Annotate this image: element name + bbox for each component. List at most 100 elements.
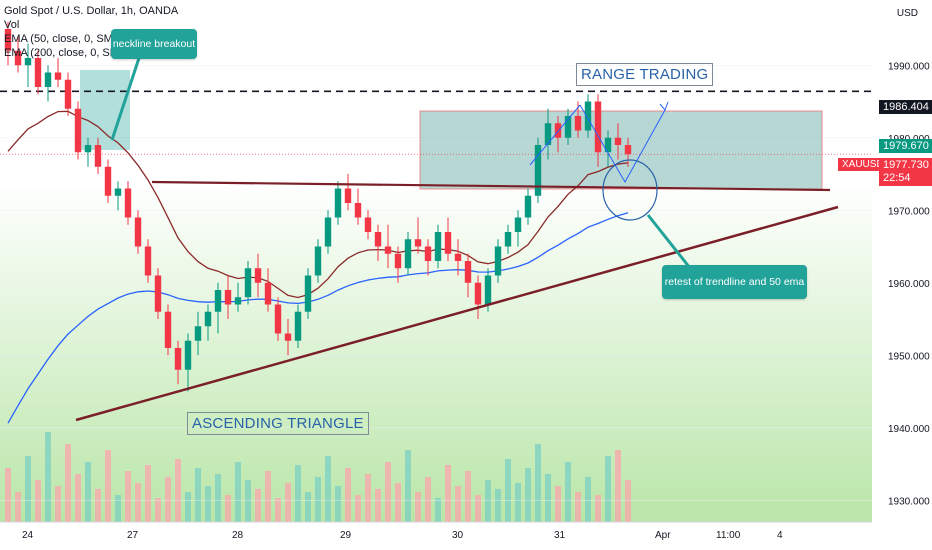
candle-body xyxy=(224,290,232,305)
candle-body xyxy=(164,311,172,348)
volume-bar xyxy=(475,495,481,522)
volume-bar xyxy=(225,495,231,522)
volume-bar xyxy=(355,495,361,522)
volume-bar xyxy=(275,498,281,522)
dashed-level-tag: 1986.404 xyxy=(879,100,932,114)
candle-body xyxy=(494,246,502,276)
volume-bar xyxy=(205,486,211,522)
legend-symbol[interactable]: Gold Spot / U.S. Dollar, 1h, OANDA xyxy=(4,5,179,17)
candle-body xyxy=(604,137,612,153)
candle-body xyxy=(524,195,532,218)
chart-legend: Gold Spot / U.S. Dollar, 1h, OANDA Vol E… xyxy=(4,4,178,60)
candle-body xyxy=(254,268,262,283)
volume-bar xyxy=(585,477,591,522)
legend-ema50[interactable]: EMA (50, close, 0, SMA, 5) xyxy=(4,33,137,45)
volume-bar xyxy=(525,468,531,522)
volume-bar xyxy=(365,474,371,522)
volume-bar xyxy=(615,450,621,522)
symbol-tag: XAUUSD xyxy=(838,158,888,171)
volume-bar xyxy=(75,474,81,522)
candle-body xyxy=(364,217,372,232)
candle-body xyxy=(104,166,112,196)
candle-body xyxy=(284,333,292,341)
candle-body xyxy=(574,116,582,131)
candle-body xyxy=(534,145,542,196)
retest-callout[interactable]: retest of trendline and 50 ema xyxy=(662,265,807,299)
candle-body xyxy=(334,188,342,218)
candle-body xyxy=(384,246,392,254)
candle-body xyxy=(584,101,592,131)
volume-bar xyxy=(375,489,381,522)
ascending-trendline xyxy=(75,205,839,422)
candle-body xyxy=(614,137,622,145)
candle-body xyxy=(424,246,432,261)
volume-bar xyxy=(605,456,611,522)
volume-bar xyxy=(95,489,101,522)
candle-body xyxy=(394,253,402,269)
volume-bar xyxy=(295,465,301,522)
candle-body xyxy=(624,145,632,155)
candle-body xyxy=(234,297,242,305)
candle-body xyxy=(464,261,472,283)
x-tick-label: 4 xyxy=(777,530,783,541)
projection-path xyxy=(579,104,666,184)
volume-bar xyxy=(345,468,351,522)
volume-bar xyxy=(15,492,21,522)
range-box xyxy=(419,110,823,190)
volume-bar xyxy=(35,480,41,522)
legend-ema200[interactable]: EMA (200, close, 0, SMA, 5) xyxy=(4,47,143,59)
volume-bar xyxy=(55,486,61,522)
volume-bar xyxy=(185,492,191,522)
volume-bar xyxy=(625,480,631,522)
candle-body xyxy=(264,282,272,305)
volume-bar xyxy=(165,477,171,522)
candle-body xyxy=(554,123,562,138)
candle-body xyxy=(134,217,142,247)
candle-body xyxy=(474,282,482,305)
volume-bar xyxy=(485,480,491,522)
candle-body xyxy=(354,203,362,218)
volume-bar xyxy=(435,498,441,522)
candle-body xyxy=(594,101,602,153)
candle-body xyxy=(514,217,522,232)
candle-body xyxy=(484,275,492,305)
volume-bar xyxy=(515,483,521,522)
candle-body xyxy=(244,268,252,298)
neckline-callout[interactable]: neckline breakout xyxy=(111,29,197,59)
last-price-tag: 1977.730 22:54 xyxy=(879,158,932,186)
candle-body xyxy=(374,232,382,247)
ema-value-tag: 1979.670 xyxy=(879,139,932,153)
volume-bar xyxy=(535,444,541,522)
volume-bar xyxy=(495,489,501,522)
candle-body xyxy=(14,50,22,66)
projection-arrowhead xyxy=(659,101,669,111)
volume-bar xyxy=(565,462,571,522)
volume-bar xyxy=(425,477,431,522)
projection-up-line xyxy=(529,104,581,166)
volume-bar xyxy=(415,492,421,522)
range-trading-label[interactable]: RANGE TRADING xyxy=(576,63,714,86)
candle-body xyxy=(114,188,122,196)
ascending-triangle-label[interactable]: ASCENDING TRIANGLE xyxy=(187,412,369,435)
candle-body xyxy=(4,29,12,51)
x-tick-label: 28 xyxy=(232,530,244,541)
volume-bar xyxy=(305,492,311,522)
x-tick-label: 11:00 xyxy=(716,530,741,541)
ema200-line xyxy=(7,212,629,424)
volume-bar xyxy=(595,495,601,522)
volume-bar xyxy=(575,492,581,522)
candle-body xyxy=(124,188,132,218)
volume-bar xyxy=(315,477,321,522)
candle-body xyxy=(544,123,552,145)
volume-bar xyxy=(395,483,401,522)
candle-body xyxy=(454,253,462,261)
legend-vol[interactable]: Vol xyxy=(4,19,20,31)
candle-body xyxy=(74,108,82,153)
candle-body xyxy=(274,304,282,334)
x-tick-label: 30 xyxy=(452,530,464,541)
volume-bar xyxy=(215,474,221,522)
volume-bar xyxy=(555,486,561,522)
candle-body xyxy=(94,145,102,167)
candle-body xyxy=(314,246,322,276)
